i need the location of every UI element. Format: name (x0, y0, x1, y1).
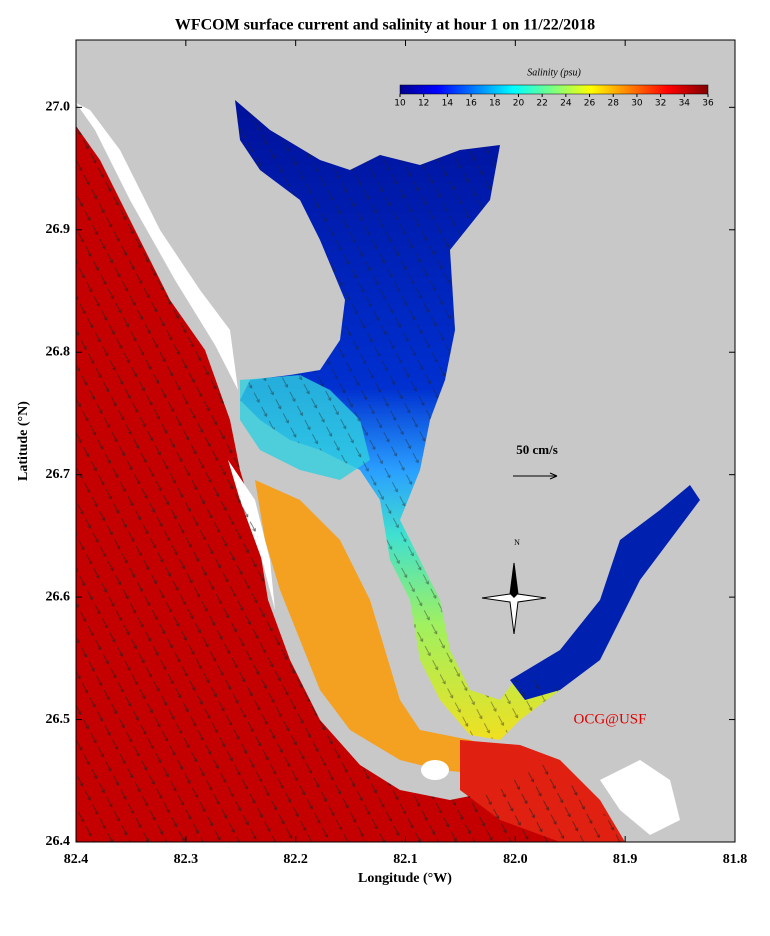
x-tick-label: 82.2 (283, 852, 308, 867)
colorbar-tick-label: 18 (489, 99, 501, 109)
compass-rose (481, 562, 547, 635)
colorbar-tick-label: 30 (631, 99, 643, 109)
colorbar-tick-label: 12 (418, 99, 429, 109)
barrier-island (76, 103, 238, 390)
colorbar-tick-label: 28 (608, 99, 620, 109)
island (421, 760, 449, 780)
x-tick-label: 82.1 (393, 852, 418, 867)
y-tick-label: 26.6 (46, 589, 71, 604)
colorbar-tick-label: 16 (465, 99, 477, 109)
island (600, 760, 680, 835)
colorbar-tick-label: 14 (442, 99, 454, 109)
compass-needle (510, 563, 518, 598)
colorbar-tick-label: 10 (394, 99, 406, 109)
colorbar (399, 84, 709, 95)
colorbar-tick-label: 34 (679, 99, 691, 109)
caloosahatchee-river (510, 485, 700, 700)
compass (481, 562, 547, 635)
y-tick-label: 26.9 (46, 222, 71, 237)
scale-label: 50 cm/s (516, 442, 558, 457)
colorbar-tick-label: 20 (513, 99, 525, 109)
current-vectors (76, 126, 625, 842)
credit: OCG@USF (573, 711, 646, 727)
colorbar-tick-label: 24 (560, 99, 572, 109)
y-tick-label: 26.5 (46, 712, 71, 727)
current-vectors (235, 100, 560, 740)
compass-label: N (514, 538, 520, 547)
x-tick-label: 82.4 (64, 852, 89, 867)
map-title: WFCOM surface current and salinity at ho… (175, 17, 595, 34)
colorbar-tick-label: 26 (584, 99, 596, 109)
y-tick-label: 26.8 (46, 344, 71, 359)
x-axis-label: Longitude (°W) (358, 871, 452, 886)
colorbar-tick-label: 32 (655, 99, 666, 109)
map-body (75, 39, 736, 843)
x-tick-label: 81.9 (613, 852, 638, 867)
x-tick-label: 82.3 (174, 852, 199, 867)
y-tick-label: 27.0 (46, 100, 71, 115)
colorbar-label: Salinity (psu) (527, 67, 581, 78)
y-axis-label: Latitude (°N) (16, 401, 31, 481)
x-tick-label: 82.0 (503, 852, 528, 867)
colorbar-tick-label: 22 (536, 99, 547, 109)
y-tick-label: 26.7 (46, 467, 71, 482)
scale-arrow (513, 472, 558, 480)
scale-arrow-head (549, 472, 558, 480)
y-tick-label: 26.4 (46, 834, 71, 849)
pine-island-sound (255, 480, 500, 775)
x-tick-label: 81.8 (723, 852, 748, 867)
colorbar-tick-label: 36 (702, 99, 714, 109)
